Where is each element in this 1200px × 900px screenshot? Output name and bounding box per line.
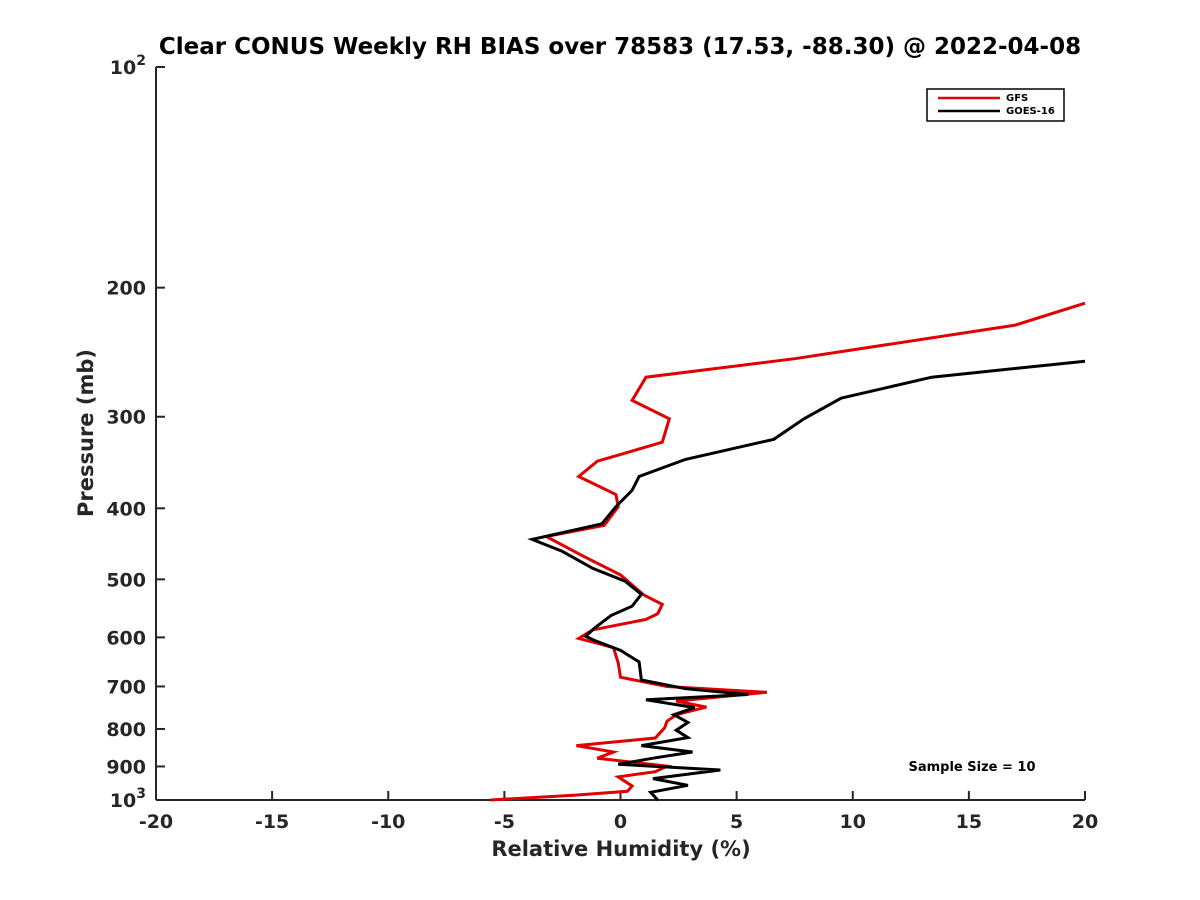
- y-tick-label: 300: [106, 407, 146, 429]
- y-axis-label: Pressure (mb): [74, 349, 98, 517]
- y-tick-label: 103: [110, 786, 146, 812]
- y-tick-label: 102: [110, 53, 146, 79]
- x-tick-label: -10: [371, 811, 405, 833]
- x-tick-label: -20: [139, 811, 173, 833]
- x-tick-label: 5: [730, 811, 743, 833]
- y-tick-label: 800: [106, 719, 146, 741]
- legend-box: [926, 88, 1065, 122]
- x-tick-label: -15: [255, 811, 289, 833]
- chart-title: Clear CONUS Weekly RH BIAS over 78583 (1…: [159, 34, 1081, 60]
- y-tick-label: 600: [106, 627, 146, 649]
- x-tick-label: 15: [956, 811, 982, 833]
- x-tick-label: 0: [614, 811, 627, 833]
- x-tick-label: 10: [840, 811, 866, 833]
- legend: GFS GOES-16: [926, 88, 1065, 122]
- legend-label-goes16: GOES-16: [1006, 106, 1055, 117]
- x-axis-label: Relative Humidity (%): [491, 837, 750, 861]
- series-line-gfs: [490, 301, 1086, 802]
- series-lines: [490, 301, 1086, 802]
- x-tick-label: 20: [1072, 811, 1098, 833]
- y-tick-label: 500: [106, 569, 146, 591]
- plot-axes: -20 -15 -10 -5 0 5 10 15 20 102 200 300 400 500 600 700…: [106, 53, 1098, 833]
- series-line-goes16: [527, 359, 1086, 802]
- legend-label-gfs: GFS: [1006, 93, 1028, 104]
- sample-size-annotation: Sample Size = 10: [908, 760, 1035, 775]
- y-tick-label: 900: [106, 756, 146, 778]
- y-tick-label: 700: [106, 676, 146, 698]
- y-tick-label: 400: [106, 498, 146, 520]
- y-tick-label: 200: [106, 278, 146, 300]
- x-tick-label: -5: [494, 811, 515, 833]
